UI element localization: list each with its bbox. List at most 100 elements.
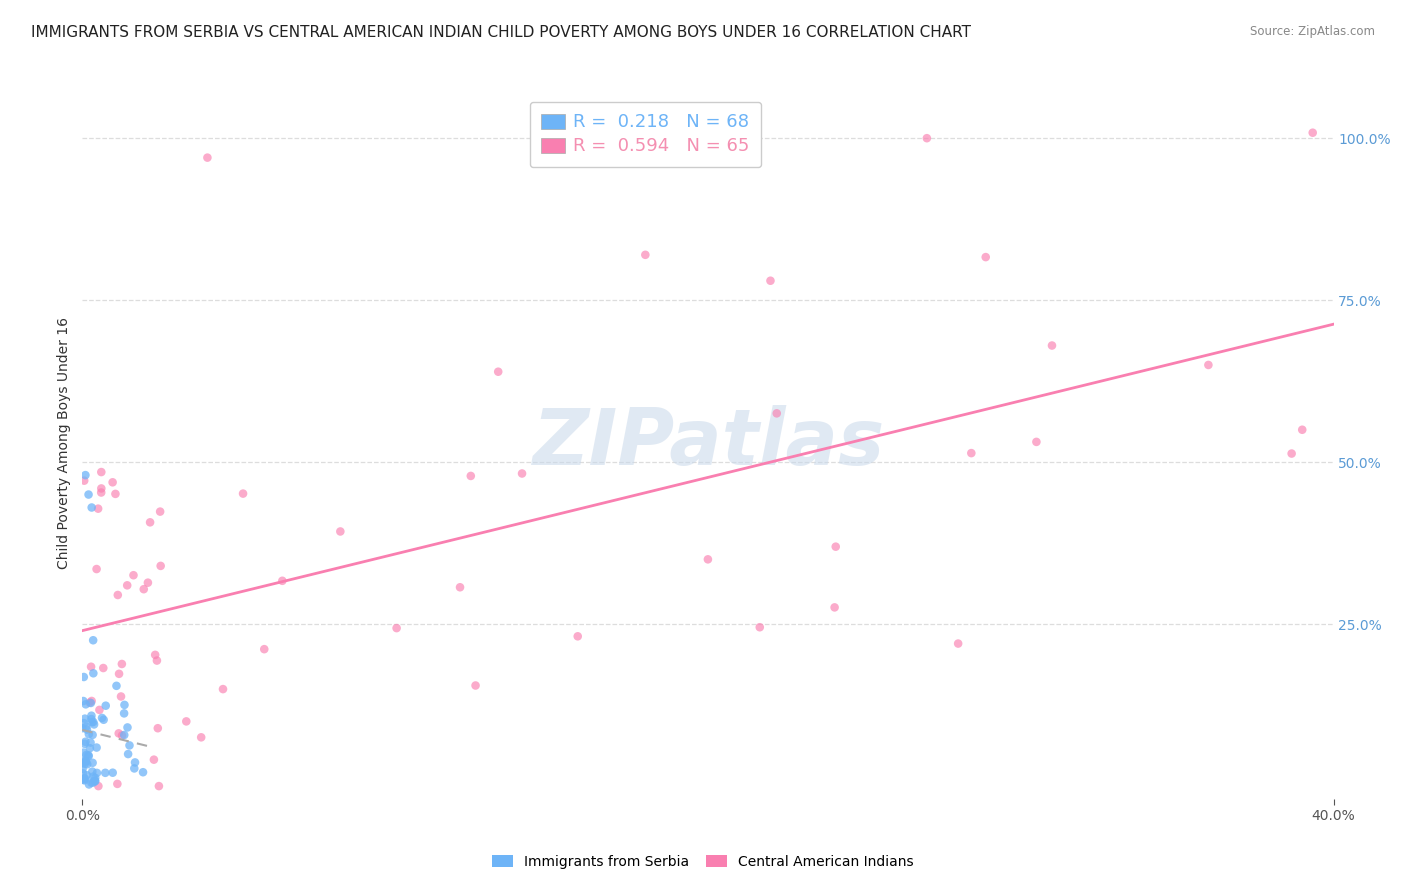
Point [80, 715, 103, 730]
Point [72, 721, 94, 735]
Point [73, 756, 96, 771]
Point [824, 540, 846, 554]
Point [82, 770, 104, 784]
Point [77, 748, 100, 763]
Point [271, 574, 294, 588]
Point [212, 682, 235, 697]
Point [143, 648, 166, 662]
Text: Source: ZipAtlas.com: Source: ZipAtlas.com [1250, 25, 1375, 38]
Point [148, 779, 170, 793]
Point [1025, 434, 1047, 449]
Point [89, 703, 111, 717]
Point [101, 765, 124, 780]
Point [915, 131, 938, 145]
Point [634, 248, 657, 262]
Point [139, 516, 162, 530]
Point [83, 717, 105, 731]
Point [748, 620, 770, 634]
Point [72, 766, 94, 780]
Point [84, 773, 107, 788]
Point [112, 706, 135, 721]
Point [82, 633, 104, 648]
Text: ZIPatlas: ZIPatlas [531, 405, 884, 481]
Point [765, 406, 787, 420]
Point [460, 469, 482, 483]
Point [73, 670, 96, 684]
Point [107, 726, 129, 740]
Point [117, 721, 139, 735]
Point [80, 708, 103, 723]
Point [132, 765, 155, 780]
Point [84, 774, 107, 789]
Point [90, 482, 112, 496]
Point [75, 755, 97, 769]
Point [117, 747, 139, 761]
Point [82, 764, 104, 779]
Point [75, 698, 97, 712]
Point [122, 568, 145, 582]
Point [73, 773, 96, 788]
Point [73, 474, 96, 488]
Legend: R =  0.218   N = 68, R =  0.594   N = 65: R = 0.218 N = 68, R = 0.594 N = 65 [530, 102, 761, 167]
Point [75, 468, 97, 483]
Point [124, 756, 146, 770]
Point [124, 761, 146, 775]
Point [76, 757, 98, 772]
Point [197, 151, 219, 165]
Point [86, 765, 108, 780]
Point [72, 762, 94, 776]
Point [72, 756, 94, 770]
Point [76, 723, 98, 737]
Point [136, 575, 159, 590]
Point [73, 712, 96, 726]
Point [142, 753, 165, 767]
Point [73, 772, 96, 786]
Point [76, 768, 98, 782]
Point [105, 777, 128, 791]
Point [80, 712, 103, 726]
Point [132, 582, 155, 597]
Point [104, 487, 127, 501]
Y-axis label: Child Poverty Among Boys Under 16: Child Poverty Among Boys Under 16 [58, 317, 72, 569]
Point [253, 642, 276, 657]
Point [101, 475, 124, 490]
Point [80, 696, 103, 710]
Point [72, 772, 94, 787]
Point [190, 731, 212, 745]
Point [82, 666, 104, 681]
Point [75, 720, 97, 734]
Point [946, 636, 969, 650]
Point [824, 600, 846, 615]
Point [329, 524, 352, 539]
Point [112, 728, 135, 742]
Point [108, 666, 131, 681]
Point [73, 716, 96, 731]
Point [75, 735, 97, 749]
Point [93, 713, 115, 727]
Point [77, 749, 100, 764]
Point [77, 777, 100, 791]
Point [449, 580, 471, 594]
Point [146, 654, 169, 668]
Point [115, 578, 138, 592]
Point [759, 274, 782, 288]
Point [1291, 423, 1313, 437]
Point [110, 690, 132, 704]
Point [486, 365, 509, 379]
Point [82, 728, 104, 742]
Point [105, 679, 128, 693]
Point [73, 772, 96, 786]
Point [82, 714, 104, 729]
Point [1281, 446, 1303, 460]
Point [77, 487, 100, 501]
Point [146, 721, 169, 735]
Point [77, 727, 100, 741]
Point [149, 505, 172, 519]
Point [567, 629, 589, 643]
Point [696, 552, 718, 566]
Point [86, 562, 108, 576]
Point [73, 754, 96, 768]
Point [176, 714, 198, 729]
Point [84, 771, 107, 785]
Point [72, 746, 94, 760]
